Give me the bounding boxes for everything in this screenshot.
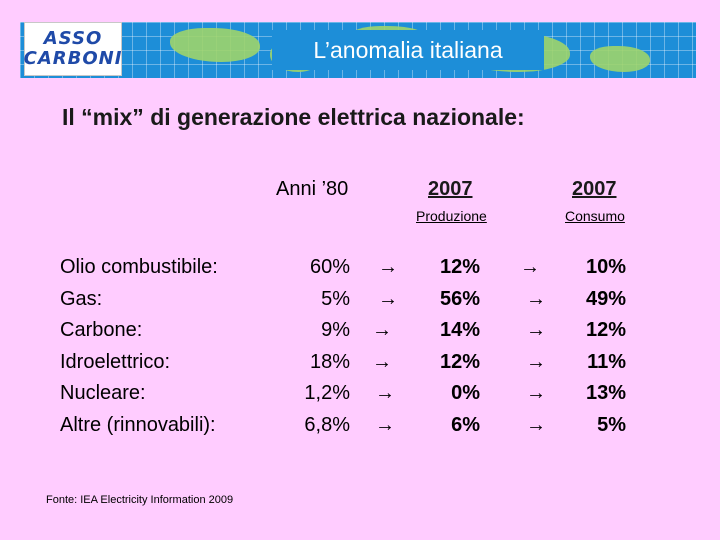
column-production-values: 12% 56% 14% 12% 0% 6%: [420, 252, 480, 441]
value-anni80: 9%: [321, 319, 350, 341]
logo-line-2: CARBONI: [23, 48, 123, 69]
row-label-other: Altre (rinnovabili):: [60, 413, 216, 436]
value-production: 12%: [439, 350, 480, 373]
value-anni80: 5%: [321, 287, 350, 310]
value-anni80: 6,8%: [304, 413, 350, 436]
value-consumption: 12%: [585, 319, 626, 341]
arrow-right-icon: →: [372, 319, 392, 341]
arrow-right-icon: →: [372, 350, 392, 373]
value-consumption: 49%: [585, 287, 626, 310]
value-production: 14%: [439, 319, 480, 341]
arrow-right-icon: →: [378, 287, 398, 310]
arrow-right-icon: →: [526, 319, 546, 341]
value-anni80: 1,2%: [304, 382, 350, 404]
value-consumption: 13%: [585, 382, 626, 404]
value-production: 56%: [439, 287, 480, 310]
column-subheader-consumption: Consumo: [565, 208, 625, 224]
row-label-hydro: Idroelettrico:: [60, 350, 171, 373]
source-note: Fonte: IEA Electricity Information 2009: [46, 494, 234, 506]
value-anni80: 60%: [309, 256, 350, 278]
assocarboni-logo: ASSO CARBONI: [24, 22, 122, 76]
map-land-shape: [170, 28, 260, 62]
arrow-right-icon: →: [526, 382, 546, 404]
arrow-right-icon: →: [378, 256, 398, 278]
value-consumption: 10%: [585, 256, 626, 278]
arrow-right-icon: →: [375, 413, 395, 436]
column-anni80-values: 60% 5% 9% 18% 1,2% 6,8%: [290, 252, 350, 441]
value-production: 6%: [451, 413, 480, 436]
row-label-nuclear: Nucleare:: [60, 382, 146, 404]
arrow-right-icon: →: [520, 256, 540, 278]
column-header-anni80: Anni ’80: [276, 178, 349, 200]
row-labels: Olio combustibile: Gas: Carbone: Idroele…: [60, 252, 218, 441]
section-subtitle: Il “mix” di generazione elettrica nazion…: [62, 104, 525, 130]
arrow-right-icon: →: [526, 287, 546, 310]
value-anni80: 18%: [309, 350, 350, 373]
column-consumption-values: 10% 49% 12% 11% 13% 5%: [566, 252, 626, 441]
value-consumption: 11%: [587, 350, 626, 373]
row-label-gas: Gas:: [60, 287, 103, 310]
value-production: 12%: [439, 256, 480, 278]
arrows-anni80-to-production: → → → → → →: [372, 252, 398, 441]
page-title: L’anomalia italiana: [272, 30, 544, 70]
column-subheader-production: Produzione: [416, 208, 487, 224]
row-label-coal: Carbone:: [60, 319, 143, 341]
arrow-right-icon: →: [375, 382, 395, 404]
column-header-consumption-year: 2007: [572, 178, 617, 200]
logo-line-1: ASSO: [43, 28, 103, 49]
arrow-right-icon: →: [526, 413, 546, 436]
value-consumption: 5%: [597, 413, 626, 436]
map-land-shape: [590, 46, 650, 72]
column-header-production-year: 2007: [428, 178, 473, 200]
row-label-oil: Olio combustibile:: [60, 256, 218, 278]
value-production: 0%: [451, 382, 480, 404]
arrows-production-to-consumption: → → → → → →: [520, 252, 546, 441]
arrow-right-icon: →: [526, 350, 546, 373]
